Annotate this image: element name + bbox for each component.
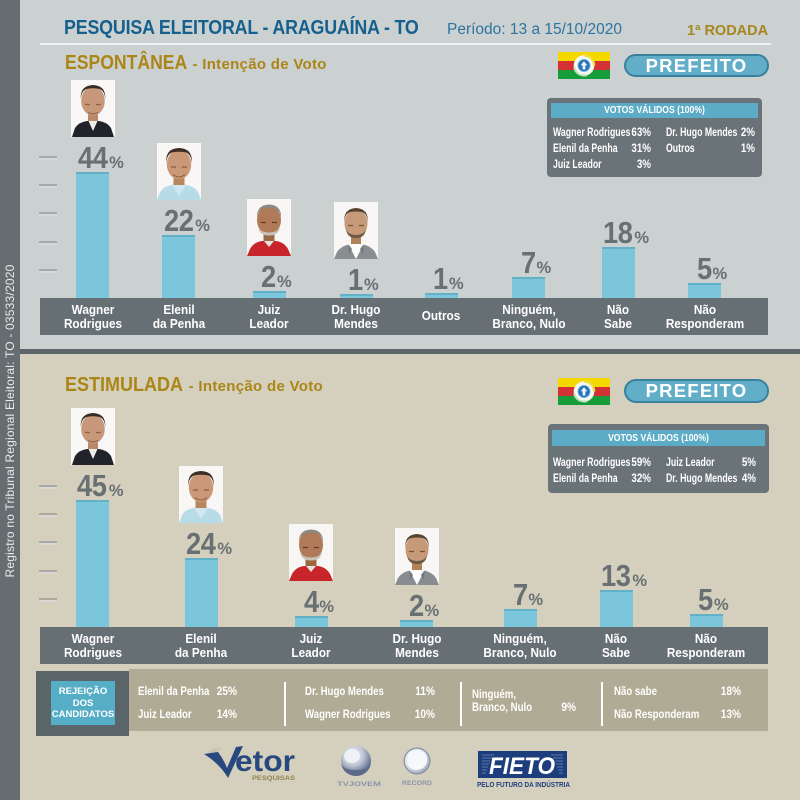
svg-text:PELO FUTURO DA INDÚSTRIA: PELO FUTURO DA INDÚSTRIA [477,780,570,789]
svg-text:RECORD: RECORD [402,781,433,787]
svg-text:etor: etor [235,745,295,778]
svg-text:PESQUISAS: PESQUISAS [252,775,296,782]
svg-text:FIETO: FIETO [489,753,555,780]
svg-text:TVJOVEM: TVJOVEM [337,782,381,787]
